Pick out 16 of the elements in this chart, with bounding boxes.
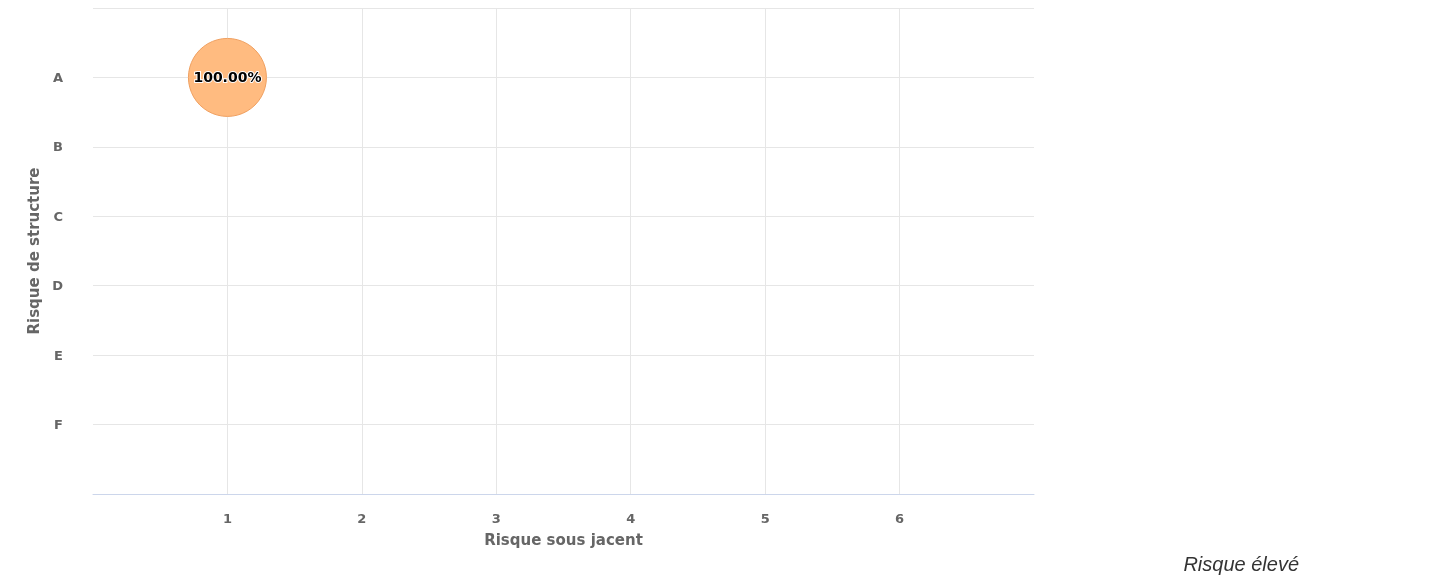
- x-tick-label: 3: [491, 511, 501, 526]
- y-tick-label: B: [53, 139, 63, 155]
- x-tick-label: 2: [357, 511, 367, 526]
- y-tick-label: F: [54, 417, 63, 433]
- y-tick-label: E: [54, 347, 63, 363]
- y-tick-label: C: [53, 208, 63, 224]
- x-tick-label: 6: [895, 511, 905, 526]
- y-tick-label: A: [52, 69, 63, 85]
- data-label: 100.00%: [193, 69, 262, 86]
- x-axis-title: Risque sous jacent: [484, 530, 643, 549]
- text: Risque élevé: [1183, 553, 1299, 575]
- y-tick-label: D: [52, 278, 64, 294]
- x-tick-label: 5: [760, 511, 770, 526]
- x-tick-label: 4: [626, 511, 636, 526]
- y-axis-title: Risque de structure: [24, 167, 43, 335]
- x-tick-label: 1: [222, 511, 232, 526]
